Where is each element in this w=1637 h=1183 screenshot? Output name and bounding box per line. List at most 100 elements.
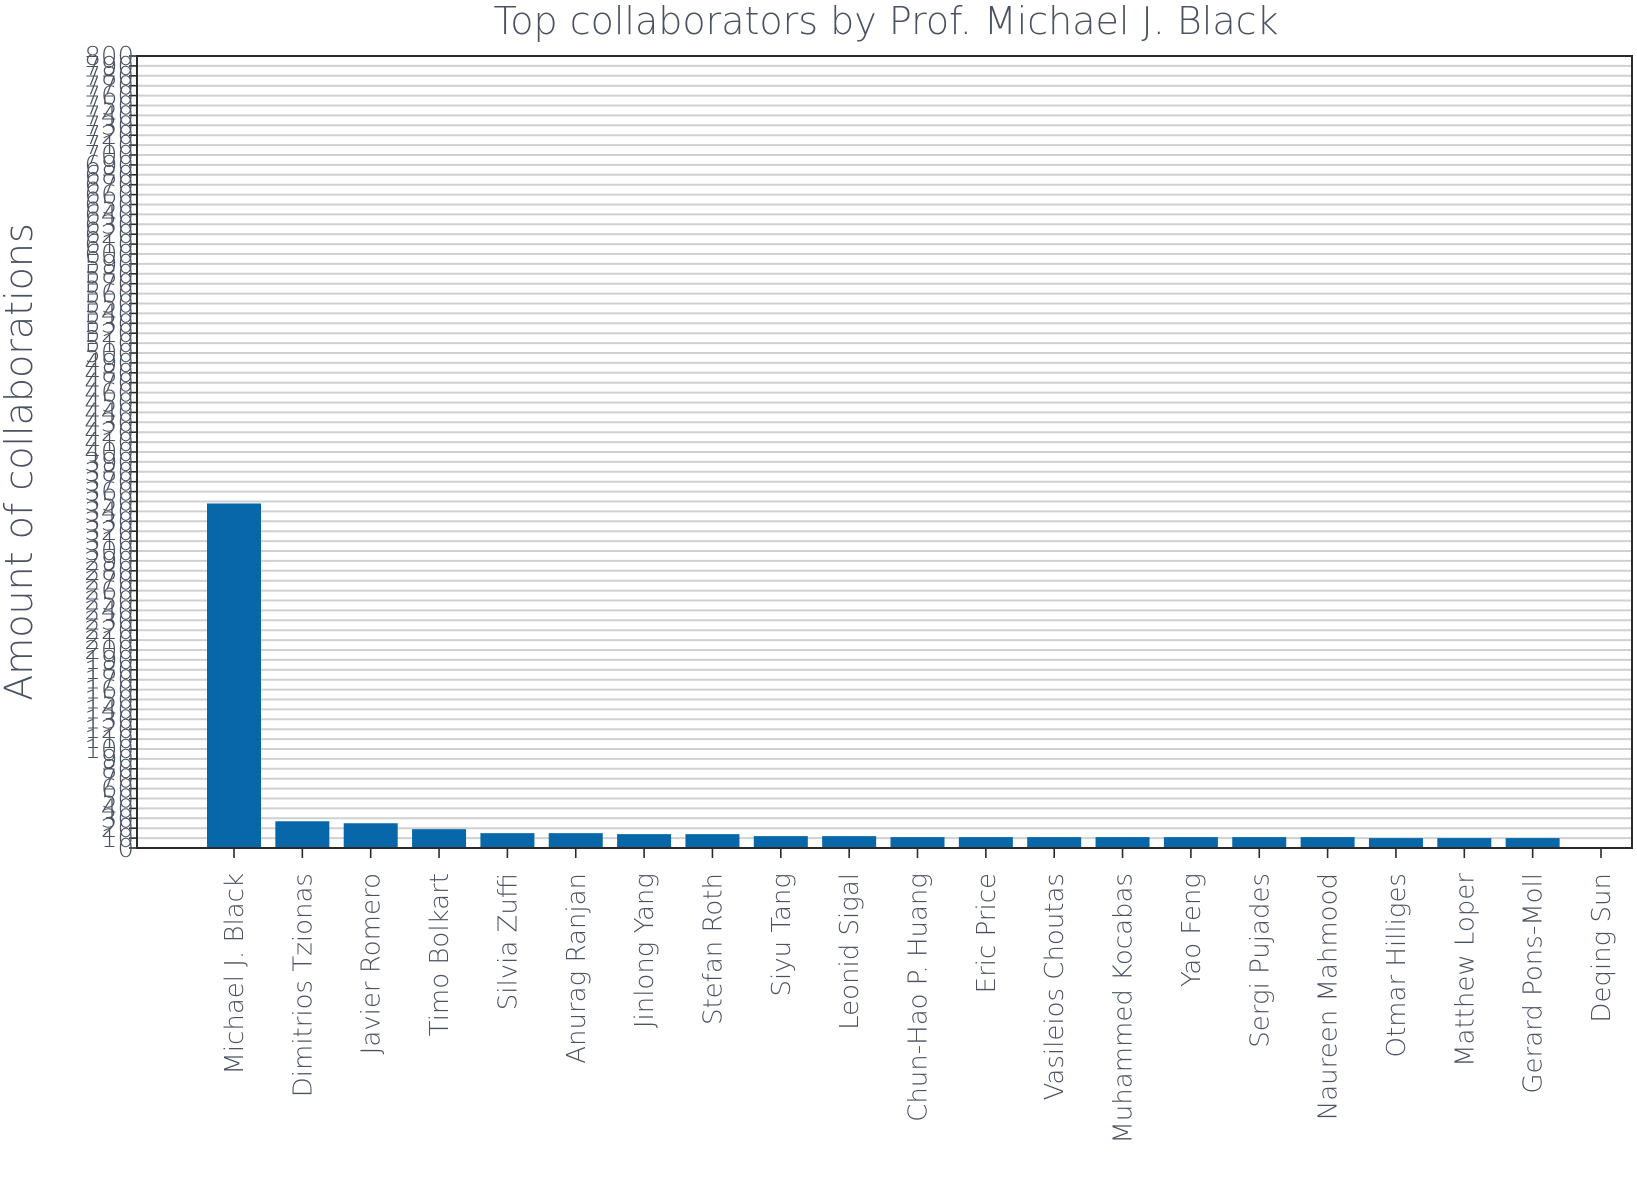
x-tick-label: Dimitrios Tzionas	[288, 873, 318, 1097]
y-tick-label: 320	[84, 517, 134, 547]
bar	[1437, 838, 1492, 848]
y-tick-label: 270	[84, 567, 134, 597]
y-tick-label: 410	[84, 428, 134, 458]
y-tick-label: 750	[84, 92, 134, 122]
y-tick-label: 610	[84, 230, 134, 260]
y-tick-label: 260	[84, 577, 134, 607]
y-tick-label: 440	[84, 398, 134, 428]
y-tick-label: 380	[84, 458, 134, 488]
y-tick-label: 140	[84, 695, 134, 725]
bars	[207, 503, 1560, 848]
y-tick-label: 160	[84, 676, 134, 706]
y-tick-label: 520	[84, 319, 134, 349]
y-tick-label: 220	[84, 616, 134, 646]
x-tick-label: Chun-Hao P. Huang	[904, 873, 934, 1122]
y-tick-label: 730	[84, 111, 134, 141]
y-tick-label: 280	[84, 557, 134, 587]
x-tick-label: Sergi Pujades	[1245, 873, 1275, 1048]
x-tick-label: Deqing Sun	[1587, 873, 1617, 1023]
y-tick-label: 310	[84, 527, 134, 557]
y-axis-label: Amount of collaborations	[0, 223, 41, 701]
y-tick-label: 510	[84, 329, 134, 359]
y-tick-label: 180	[84, 656, 134, 686]
bar	[1095, 837, 1150, 848]
y-tick-label: 90	[101, 745, 134, 775]
x-tick-label: Anurag Ranjan	[562, 873, 592, 1064]
y-tick-label: 760	[84, 82, 134, 112]
x-tick-label: Silvia Zuffi	[493, 873, 523, 1010]
x-tick-label: Yao Feng	[1177, 873, 1207, 987]
y-tick-label: 710	[84, 131, 134, 161]
y-tick-label: 680	[84, 161, 134, 191]
x-tick-label: Leonid Sigal	[835, 873, 865, 1030]
y-tick-label: 110	[84, 725, 134, 755]
y-tick-label: 790	[84, 52, 134, 82]
y-tick-label: 630	[84, 210, 134, 240]
y-tick-label: 250	[84, 587, 134, 617]
x-tick-label: Siyu Tang	[767, 873, 797, 996]
y-tick-label: 740	[84, 101, 134, 131]
y-tick-label: 240	[84, 596, 134, 626]
y-tick-label: 80	[101, 755, 134, 785]
y-tick-label: 500	[84, 339, 134, 369]
y-tick-label: 230	[84, 606, 134, 636]
y-tick-label: 430	[84, 408, 134, 438]
bar	[1300, 837, 1355, 848]
y-tick-label: 620	[84, 220, 134, 250]
x-tick-label: Jinlong Yang	[630, 873, 660, 1028]
y-tick-label: 650	[84, 191, 134, 221]
chart-title: Top collaborators by Prof. Michael J. Bl…	[493, 0, 1278, 43]
y-tick-label: 420	[84, 418, 134, 448]
bar	[685, 834, 740, 848]
bar	[207, 503, 261, 848]
y-tick-label: 0	[117, 834, 134, 864]
y-tick-label: 390	[84, 448, 134, 478]
y-tick-label: 300	[84, 537, 134, 567]
bar	[412, 829, 467, 848]
y-tick-label: 640	[84, 200, 134, 230]
bar	[480, 833, 535, 848]
y-tick-label: 670	[84, 171, 134, 201]
y-tick-label: 470	[84, 369, 134, 399]
bar	[822, 836, 877, 848]
y-tick-label: 100	[84, 735, 134, 765]
y-tick-label: 690	[84, 151, 134, 181]
x-tick-label: Michael J. Black	[220, 873, 250, 1075]
y-tick-label: 290	[84, 547, 134, 577]
y-tick-label: 330	[84, 507, 134, 537]
y-tick-label: 590	[84, 250, 134, 280]
x-axis-ticks: Michael J. Black Dimitrios Tzionas Javier …	[220, 848, 1617, 1144]
bar	[275, 821, 330, 848]
bar	[1027, 837, 1082, 848]
y-tick-label: 10	[101, 824, 134, 854]
y-tick-label: 540	[84, 299, 134, 329]
x-tick-label: Gerard Pons-Moll	[1519, 873, 1549, 1094]
y-tick-label: 30	[101, 804, 134, 834]
y-tick-label: 200	[84, 636, 134, 666]
bar	[1505, 838, 1560, 848]
x-tick-label: Muhammed Kocabas	[1109, 873, 1139, 1144]
y-tick-label: 660	[84, 181, 134, 211]
y-tick-label: 20	[101, 814, 134, 844]
y-tick-label: 210	[84, 626, 134, 656]
y-tick-label: 460	[84, 379, 134, 409]
bar	[343, 823, 398, 848]
y-axis-ticks: 0102030405060708090100110120130140150160…	[84, 42, 137, 864]
y-tick-label: 50	[101, 785, 134, 815]
y-tick-label: 350	[84, 488, 134, 518]
bar	[1368, 838, 1423, 848]
bar	[753, 836, 808, 848]
bar	[548, 833, 603, 848]
bar	[1163, 837, 1218, 848]
y-tick-label: 170	[84, 666, 134, 696]
y-tick-label: 40	[101, 794, 134, 824]
y-tick-label: 340	[84, 497, 134, 527]
x-tick-label: Vasileios Choutas	[1040, 873, 1070, 1100]
bar	[890, 837, 945, 848]
x-tick-label: Stefan Roth	[698, 873, 728, 1025]
y-tick-label: 780	[84, 62, 134, 92]
y-tick-label: 70	[101, 765, 134, 795]
y-tick-label: 570	[84, 270, 134, 300]
y-tick-label: 800	[84, 42, 134, 72]
